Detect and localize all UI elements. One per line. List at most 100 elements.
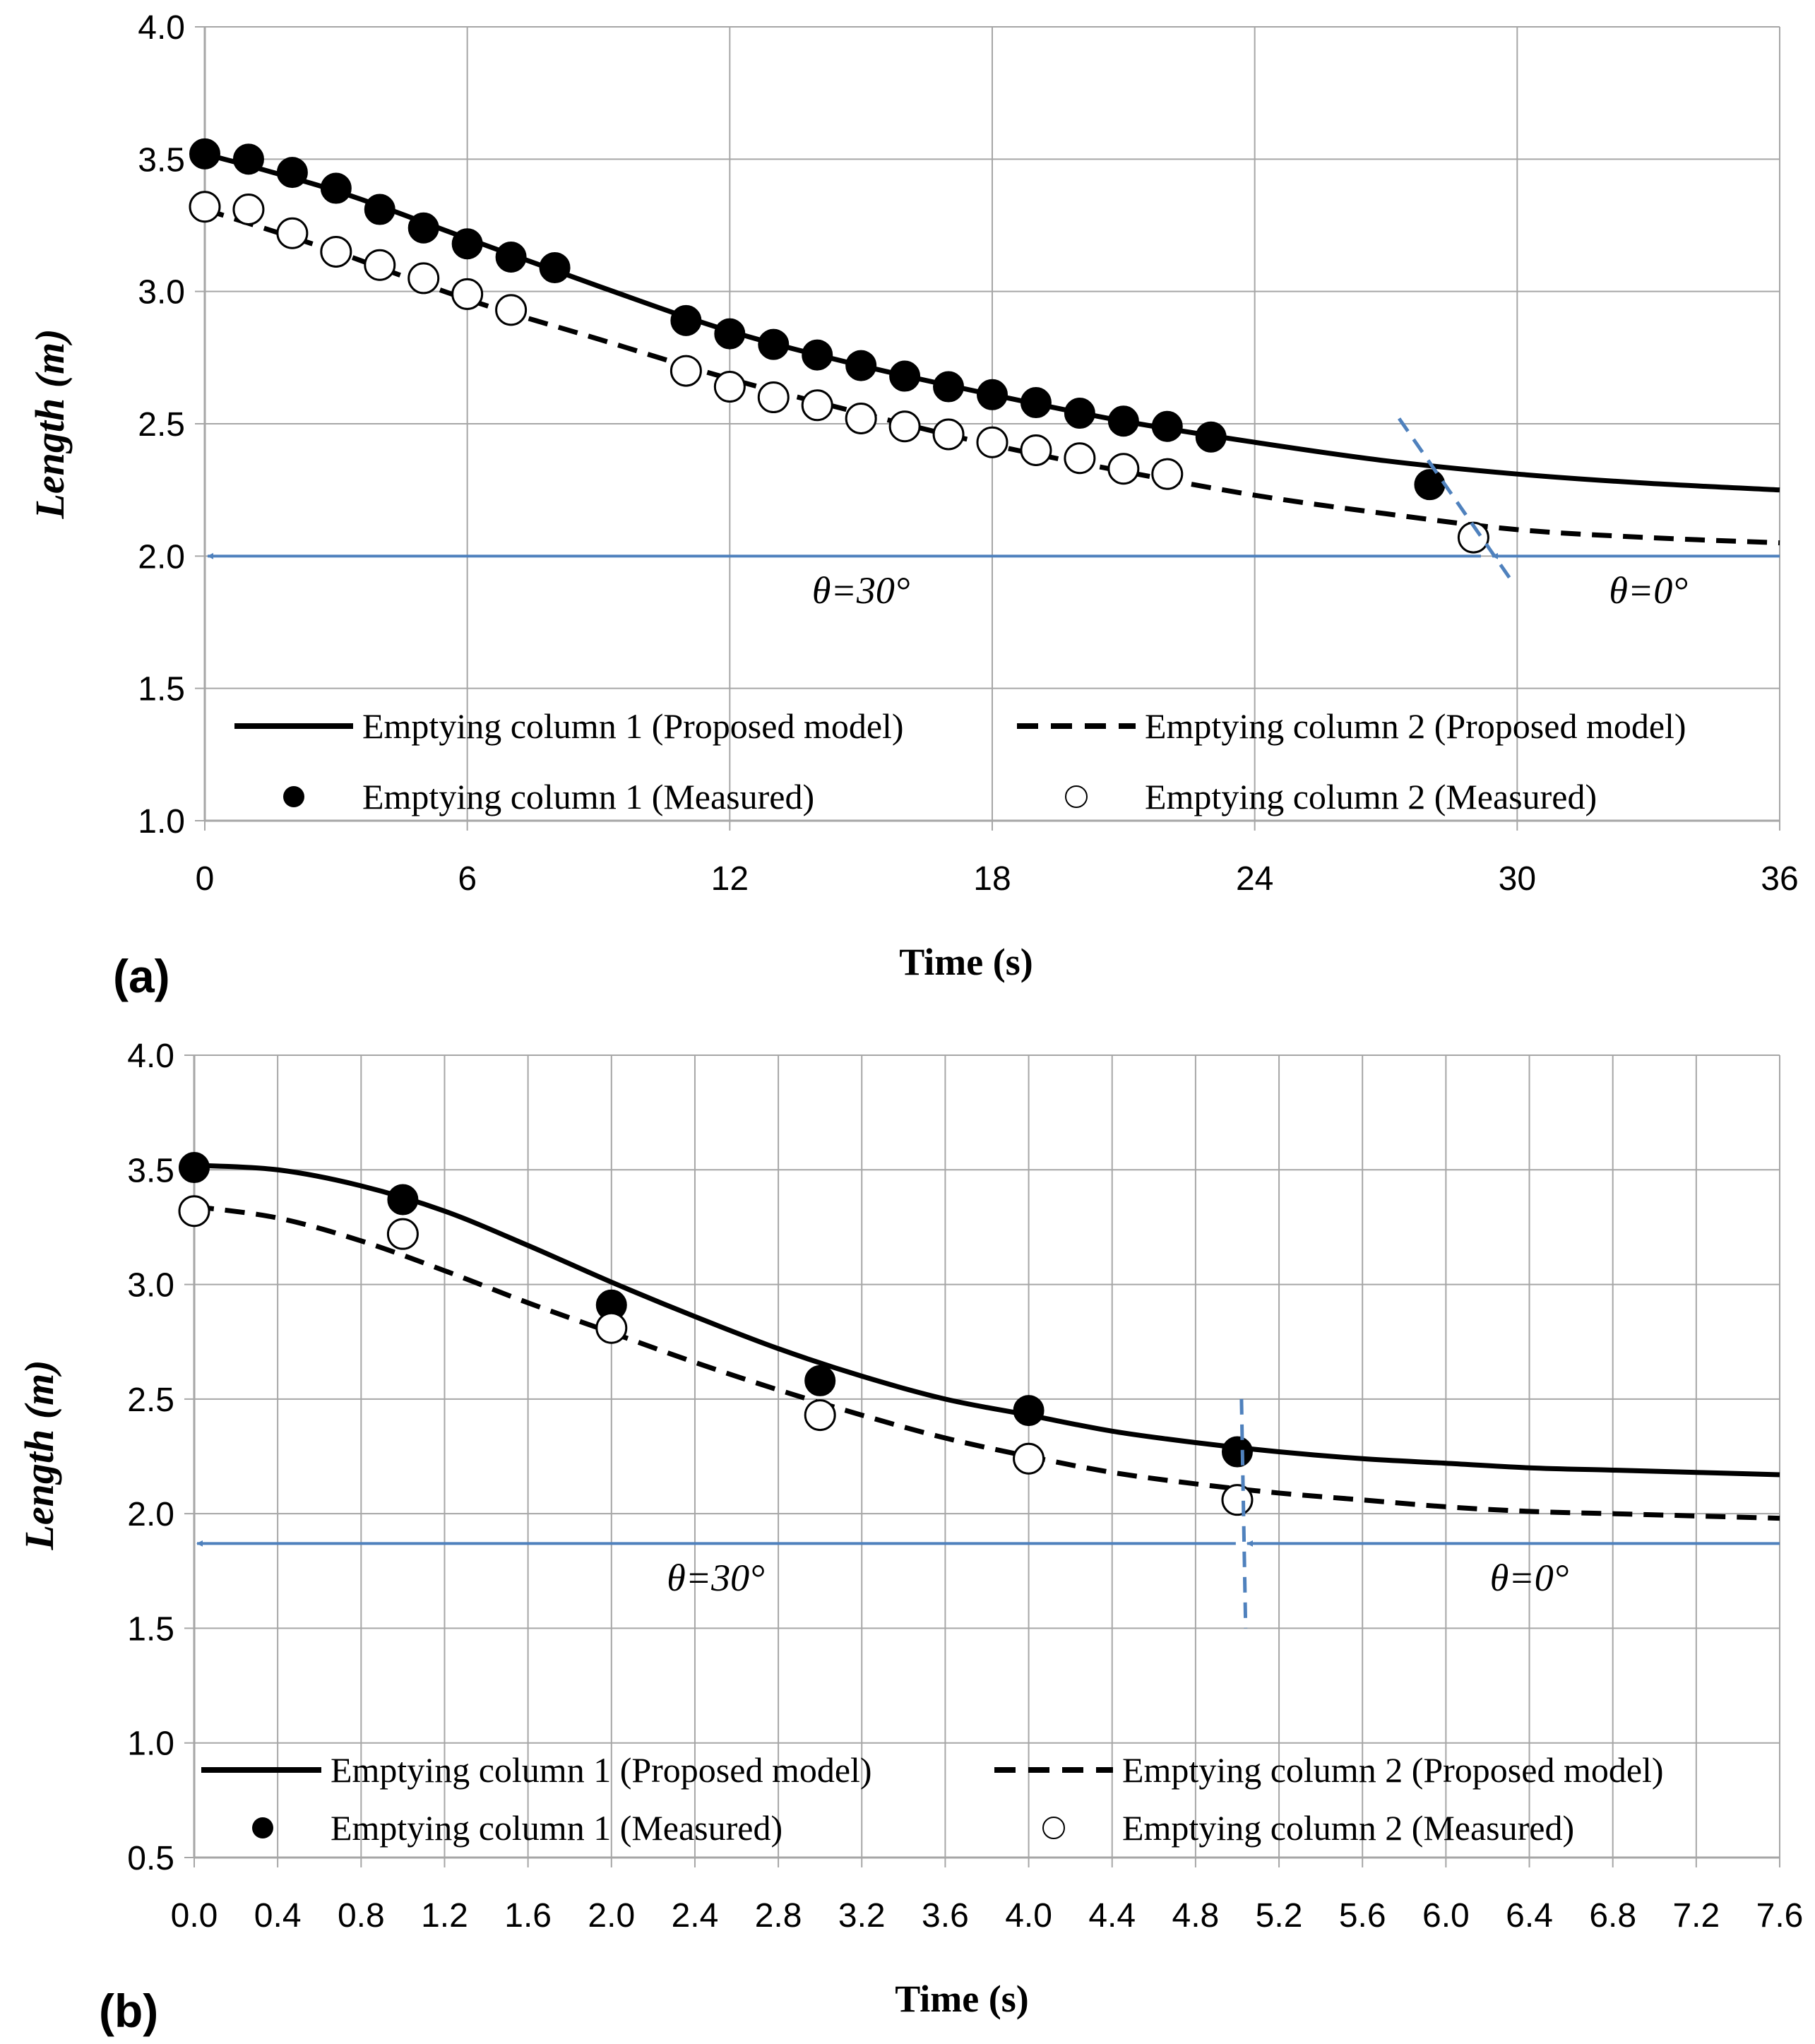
measured-point-column-2-a bbox=[845, 403, 877, 435]
chart-panel-b: 0.5 1.0 1.5 2.0 2.5 3.0 3.5 4.0 0.0 0.4 0.8 1.2 1.6… bbox=[16, 1038, 1803, 2037]
measured-point-column-2-a bbox=[1064, 442, 1096, 475]
legend-label-b-1: Emptying column 1 (Proposed model) bbox=[331, 1750, 872, 1790]
measured-point-column-2-a bbox=[1151, 458, 1184, 490]
panel-label-a: (a) bbox=[113, 950, 170, 1002]
legend-b: Emptying column 1 (Proposed model) Empty… bbox=[201, 1750, 1664, 1848]
legend-label-a-3: Emptying column 1 (Measured) bbox=[362, 777, 814, 816]
measured-point-column-1-b bbox=[804, 1365, 836, 1396]
panel-label-b: (b) bbox=[99, 1985, 158, 2037]
x-tick-label-b: 7.2 bbox=[1672, 1897, 1720, 1935]
measured-point-column-1-a bbox=[977, 379, 1008, 410]
x-tick-label-b: 5.6 bbox=[1339, 1897, 1386, 1935]
measured-point-column-1-b bbox=[387, 1184, 419, 1216]
x-tick-label-b: 4.8 bbox=[1172, 1897, 1220, 1935]
legend-swatch-filled-a bbox=[283, 786, 304, 807]
y-tick-label-a: 2.5 bbox=[138, 406, 185, 444]
x-tick-label-b: 4.0 bbox=[1005, 1897, 1052, 1935]
measured-point-column-2-b bbox=[1013, 1442, 1045, 1475]
y-tick-label-a: 2.0 bbox=[138, 538, 185, 576]
y-tick-label-a: 1.0 bbox=[138, 803, 185, 840]
measured-point-column-1-a bbox=[495, 241, 527, 273]
measured-point-column-1-a bbox=[189, 138, 220, 170]
measured-point-column-1-b bbox=[1013, 1395, 1045, 1427]
measured-point-column-2-a bbox=[1107, 453, 1140, 485]
measured-point-column-1-a bbox=[889, 360, 921, 392]
measured-point-column-1-a bbox=[670, 304, 702, 336]
measured-point-column-2-a bbox=[407, 262, 440, 295]
x-tick-label-b: 2.0 bbox=[588, 1897, 635, 1935]
legend-label-a-4: Emptying column 2 (Measured) bbox=[1145, 777, 1597, 816]
measured-point-column-2-a bbox=[976, 426, 1008, 458]
measured-point-column-1-a bbox=[1020, 387, 1052, 419]
legend-label-a-2: Emptying column 2 (Proposed model) bbox=[1145, 706, 1686, 746]
legend-label-b-2: Emptying column 2 (Proposed model) bbox=[1122, 1750, 1664, 1790]
measured-point-column-2-a bbox=[1020, 434, 1052, 466]
model-lines-b bbox=[194, 1163, 1780, 1521]
measured-point-column-1-a bbox=[1414, 469, 1446, 501]
measured-point-column-1-a bbox=[1064, 398, 1095, 429]
legend-swatch-open-b bbox=[1042, 1817, 1065, 1839]
x-tick-label-b: 2.4 bbox=[672, 1897, 719, 1935]
y-tick-label-b: 4.0 bbox=[127, 1038, 174, 1075]
x-ticks-b: 0.0 0.4 0.8 1.2 1.6 2.0 2.4 2.8 3.2 3.6 4.0 4.4 4.8 5… bbox=[171, 1897, 1804, 1935]
y-ticks-b: 0.5 1.0 1.5 2.0 2.5 3.0 3.5 4.0 bbox=[127, 1038, 174, 1877]
measured-point-column-1-a bbox=[407, 212, 439, 244]
x-tick-label-a: 12 bbox=[711, 860, 749, 898]
x-tick-label-b: 4.4 bbox=[1088, 1897, 1136, 1935]
model-line-column-1-b bbox=[194, 1163, 1780, 1478]
x-tick-label-b: 1.2 bbox=[421, 1897, 468, 1935]
measured-point-column-1-a bbox=[539, 251, 571, 283]
x-axis-title-a: Time (s) bbox=[899, 941, 1033, 983]
y-axis-title-b: Length (m) bbox=[16, 1360, 62, 1550]
x-tick-label-b: 2.8 bbox=[755, 1897, 802, 1935]
model-line-column-2-b bbox=[194, 1204, 1780, 1521]
x-tick-label-b: 6.0 bbox=[1422, 1897, 1470, 1935]
legend-swatch-open-a bbox=[1065, 785, 1088, 808]
measured-point-column-2-a bbox=[801, 389, 833, 422]
annotation-theta-0-a: θ=0° bbox=[1609, 569, 1688, 612]
y-tick-label-b: 3.0 bbox=[127, 1267, 174, 1305]
measured-point-column-1-a bbox=[933, 371, 965, 403]
x-tick-label-b: 0.4 bbox=[254, 1897, 302, 1935]
measured-point-column-2-b bbox=[1221, 1484, 1254, 1516]
annotation-theta-30-b: θ=30° bbox=[667, 1557, 765, 1599]
x-ticks-a: 0 6 12 18 24 30 36 bbox=[196, 860, 1799, 898]
y-tick-label-b: 2.5 bbox=[127, 1382, 174, 1419]
transition-divider-b bbox=[1239, 1398, 1248, 1629]
measured-point-column-1-a bbox=[758, 328, 790, 360]
measured-point-column-2-a bbox=[232, 194, 265, 226]
measured-point-column-2-a bbox=[932, 418, 965, 451]
measured-point-column-2-a bbox=[757, 381, 790, 414]
measured-point-column-2-a bbox=[189, 191, 221, 223]
measured-point-column-2-b bbox=[804, 1399, 836, 1432]
measured-point-column-1-a bbox=[1195, 421, 1227, 453]
y-tick-label-a: 3.0 bbox=[138, 274, 185, 311]
x-tick-label-b: 3.6 bbox=[922, 1897, 969, 1935]
x-tick-label-b: 6.4 bbox=[1506, 1897, 1553, 1935]
plot-area-b bbox=[194, 1055, 1780, 1858]
x-tick-label-b: 0.0 bbox=[171, 1897, 218, 1935]
y-axis-title-a: Length (m) bbox=[27, 328, 73, 519]
measured-point-column-2-b bbox=[178, 1195, 210, 1228]
measured-point-column-1-a bbox=[714, 318, 746, 350]
y-tick-label-a: 1.5 bbox=[138, 671, 185, 708]
legend-label-a-1: Emptying column 1 (Proposed model) bbox=[362, 706, 904, 746]
legend-label-b-3: Emptying column 1 (Measured) bbox=[331, 1808, 782, 1848]
annotation-theta-30-a: θ=30° bbox=[812, 569, 910, 612]
measured-point-column-2-a bbox=[713, 371, 746, 403]
x-tick-label-a: 18 bbox=[973, 860, 1011, 898]
measured-point-column-1-a bbox=[232, 143, 264, 175]
annotation-theta-0-b: θ=0° bbox=[1490, 1557, 1569, 1599]
x-tick-label-a: 30 bbox=[1499, 860, 1536, 898]
measured-point-column-2-a bbox=[364, 249, 396, 281]
measured-point-column-2-a bbox=[495, 294, 528, 326]
measured-point-column-2-a bbox=[320, 235, 352, 268]
y-tick-label-b: 1.0 bbox=[127, 1725, 174, 1763]
measured-point-column-1-a bbox=[1107, 405, 1139, 437]
measured-point-column-1-a bbox=[451, 228, 483, 260]
grid-b bbox=[184, 1054, 1780, 1867]
measured-point-column-1-a bbox=[276, 157, 308, 189]
x-tick-label-b: 3.2 bbox=[838, 1897, 886, 1935]
y-tick-label-b: 0.5 bbox=[127, 1840, 174, 1877]
x-tick-label-a: 36 bbox=[1761, 860, 1798, 898]
